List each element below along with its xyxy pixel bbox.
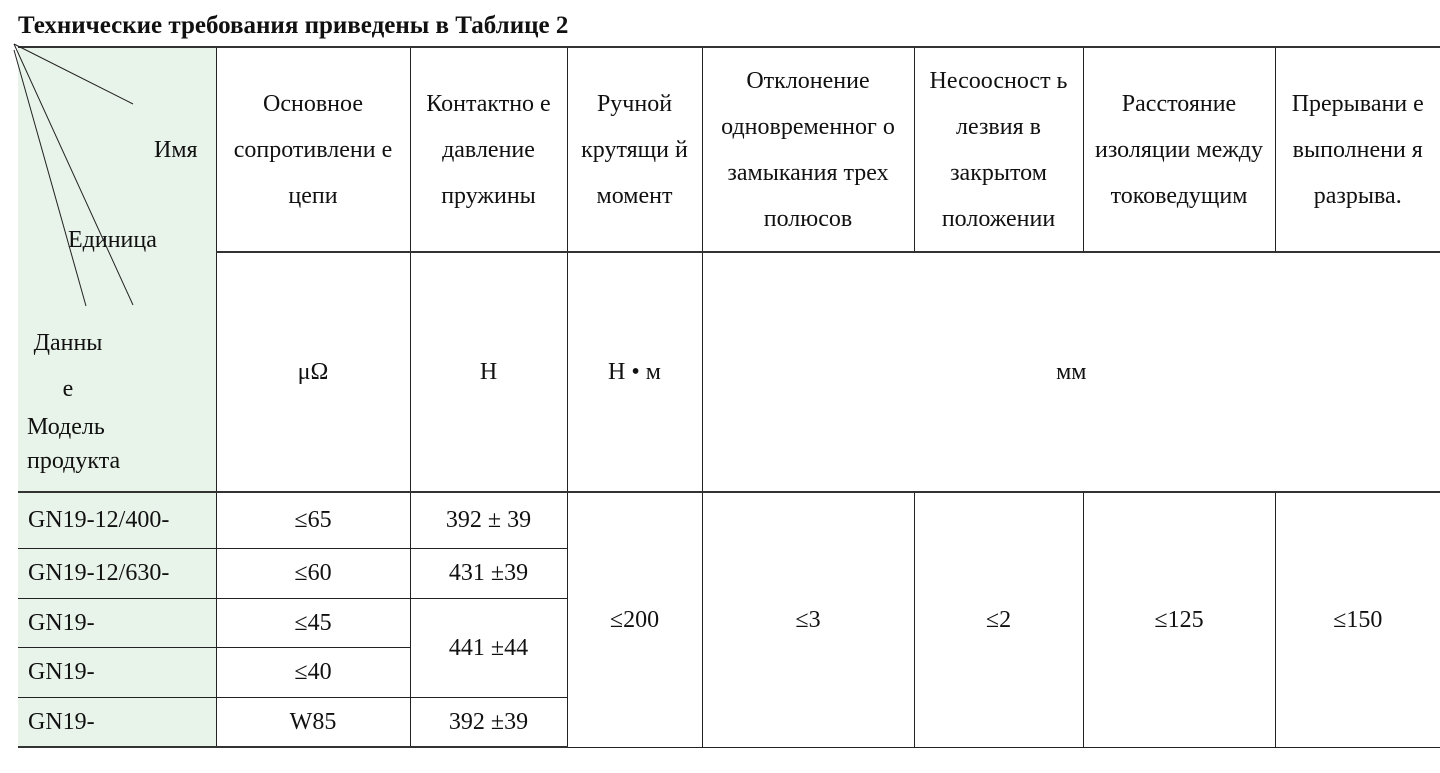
row-resistance: ≤65 (215, 491, 411, 549)
row-pressure-merged: 441 ±44 (409, 597, 568, 698)
torque-value: ≤200 (566, 491, 703, 748)
row-pressure: 392 ±39 (409, 696, 568, 748)
corner-label-data: Данны е (33, 330, 103, 402)
row-resistance: ≤60 (215, 547, 411, 599)
header-misalignment: Несоосност ь лезвия в закрытом положении (913, 46, 1084, 253)
deviation-value: ≤3 (701, 491, 915, 748)
unit-torque: Н • м (566, 251, 703, 493)
header-resistance: Основное сопротивлени е цепи (215, 46, 411, 253)
row-model: GN19- (18, 646, 217, 698)
header-pressure: Контактно е давление пружины (409, 46, 568, 253)
insulation-value: ≤125 (1082, 491, 1276, 748)
row-pressure: 431 ±39 (409, 547, 568, 599)
row-model: GN19-12/400- (18, 491, 217, 549)
requirements-table: Имя Единица Данны е Модель продукта Осно… (18, 46, 1440, 748)
row-model: GN19-12/630- (18, 547, 217, 599)
row-model: GN19- (18, 696, 217, 748)
row-resistance: ≤40 (215, 646, 411, 698)
breaking-value: ≤150 (1274, 491, 1440, 748)
corner-label-name: Имя (154, 137, 198, 163)
row-model: GN19- (18, 597, 217, 648)
misalignment-value: ≤2 (913, 491, 1084, 748)
corner-label-unit: Единица (68, 227, 157, 253)
corner-header-cell: Имя Единица Данны е Модель продукта (18, 46, 217, 493)
unit-mm: мм (701, 251, 1440, 493)
header-deviation: Отклонение одновременног о замыкания тре… (701, 46, 915, 253)
page-title: Технические требования приведены в Табли… (18, 12, 569, 39)
row-resistance: ≤45 (215, 597, 411, 648)
header-insulation: Расстояние изоляции между токоведущим (1082, 46, 1276, 253)
unit-pressure: Н (409, 251, 568, 493)
header-breaking: Прерывани е выполнени я разрыва. (1274, 46, 1440, 253)
header-torque: Ручной крутящи й момент (566, 46, 703, 253)
corner-label-model: Модель продукта (27, 414, 121, 474)
row-resistance: W85 (215, 696, 411, 748)
unit-resistance: μΩ (215, 251, 411, 493)
row-pressure: 392 ± 39 (409, 491, 568, 549)
